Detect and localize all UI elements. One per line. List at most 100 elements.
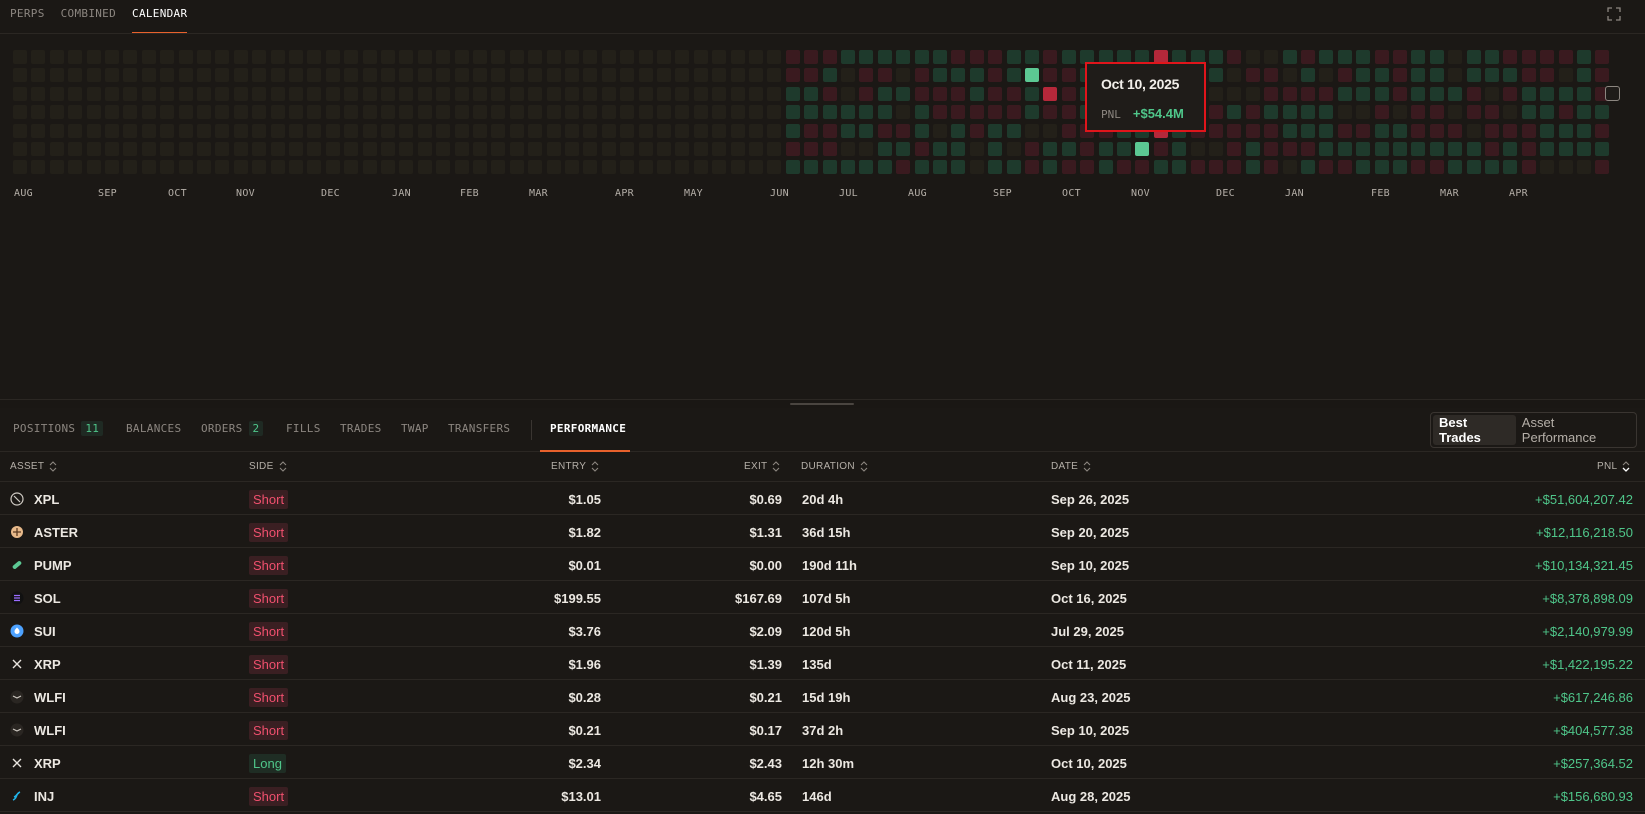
calendar-day-cell[interactable]: [785, 68, 800, 83]
calendar-day-cell[interactable]: [141, 68, 156, 83]
calendar-day-cell[interactable]: [951, 86, 966, 101]
calendar-day-cell[interactable]: [620, 123, 635, 138]
calendar-day-cell[interactable]: [86, 142, 101, 156]
calendar-day-cell[interactable]: [620, 50, 635, 64]
calendar-day-cell[interactable]: [68, 105, 83, 120]
calendar-day-cell[interactable]: [841, 68, 855, 83]
calendar-day-cell[interactable]: [31, 160, 46, 175]
calendar-day-cell[interactable]: [13, 50, 27, 64]
calendar-day-cell[interactable]: [252, 123, 267, 138]
calendar-day-cell[interactable]: [1227, 68, 1242, 83]
calendar-day-cell[interactable]: [362, 86, 377, 101]
calendar-day-cell[interactable]: [1337, 105, 1352, 120]
calendar-day-cell[interactable]: [1061, 123, 1076, 138]
calendar-day-cell[interactable]: [1043, 86, 1058, 101]
calendar-day-cell[interactable]: [270, 105, 285, 120]
calendar-day-cell[interactable]: [1374, 160, 1389, 175]
calendar-day-cell[interactable]: [160, 86, 175, 101]
table-row[interactable]: SUI Short $3.76 $2.09 120d 5h Jul 29, 2025 +$2…: [0, 614, 1645, 647]
calendar-day-cell[interactable]: [1374, 86, 1389, 101]
calendar-day-cell[interactable]: [1577, 142, 1591, 156]
calendar-day-cell[interactable]: [1595, 50, 1610, 64]
calendar-day-cell[interactable]: [344, 160, 359, 175]
calendar-day-cell[interactable]: [1282, 142, 1297, 156]
calendar-day-cell[interactable]: [325, 142, 340, 156]
calendar-day-cell[interactable]: [528, 86, 543, 101]
calendar-day-cell[interactable]: [105, 68, 119, 83]
calendar-day-cell[interactable]: [914, 86, 929, 101]
calendar-day-cell[interactable]: [693, 50, 708, 64]
calendar-day-cell[interactable]: [1356, 142, 1371, 156]
calendar-day-cell[interactable]: [270, 68, 285, 83]
calendar-day-cell[interactable]: [1172, 50, 1187, 64]
calendar-day-cell[interactable]: [583, 160, 598, 175]
calendar-day-cell[interactable]: [31, 68, 46, 83]
calendar-day-cell[interactable]: [528, 105, 543, 120]
calendar-day-cell[interactable]: [822, 123, 837, 138]
calendar-day-cell[interactable]: [1043, 123, 1058, 138]
calendar-day-cell[interactable]: [712, 68, 727, 83]
calendar-day-cell[interactable]: [1301, 160, 1315, 175]
calendar-day-cell[interactable]: [1540, 123, 1555, 138]
calendar-day-cell[interactable]: [1448, 50, 1463, 64]
calendar-day-cell[interactable]: [13, 142, 27, 156]
calendar-day-cell[interactable]: [1393, 105, 1407, 120]
calendar-day-cell[interactable]: [546, 86, 561, 101]
calendar-day-cell[interactable]: [1411, 68, 1426, 83]
calendar-day-cell[interactable]: [914, 50, 929, 64]
calendar-day-cell[interactable]: [252, 68, 267, 83]
calendar-day-cell[interactable]: [417, 68, 432, 83]
calendar-day-cell[interactable]: [1264, 86, 1279, 101]
calendar-day-cell[interactable]: [473, 86, 487, 101]
calendar-day-cell[interactable]: [68, 68, 83, 83]
calendar-day-cell[interactable]: [141, 105, 156, 120]
calendar-day-cell[interactable]: [233, 68, 248, 83]
calendar-day-cell[interactable]: [1264, 105, 1279, 120]
calendar-day-cell[interactable]: [1227, 160, 1242, 175]
calendar-day-cell[interactable]: [436, 68, 451, 83]
calendar-day-cell[interactable]: [68, 142, 83, 156]
calendar-day-cell[interactable]: [859, 68, 874, 83]
calendar-day-cell[interactable]: [712, 123, 727, 138]
calendar-day-cell[interactable]: [436, 123, 451, 138]
calendar-day-cell[interactable]: [344, 105, 359, 120]
calendar-day-cell[interactable]: [785, 123, 800, 138]
calendar-day-cell[interactable]: [1025, 123, 1039, 138]
calendar-day-cell[interactable]: [381, 105, 395, 120]
calendar-day-cell[interactable]: [509, 86, 524, 101]
calendar-day-cell[interactable]: [178, 142, 193, 156]
calendar-day-cell[interactable]: [86, 105, 101, 120]
calendar-day-cell[interactable]: [749, 123, 763, 138]
calendar-day-cell[interactable]: [215, 105, 230, 120]
calendar-day-cell[interactable]: [969, 142, 984, 156]
calendar-day-cell[interactable]: [1558, 123, 1573, 138]
calendar-day-cell[interactable]: [1025, 50, 1039, 64]
calendar-day-cell[interactable]: [307, 50, 322, 64]
calendar-day-cell[interactable]: [859, 160, 874, 175]
calendar-day-cell[interactable]: [822, 105, 837, 120]
calendar-day-cell[interactable]: [1466, 105, 1481, 120]
calendar-day-cell[interactable]: [215, 68, 230, 83]
calendar-day-cell[interactable]: [49, 50, 64, 64]
calendar-day-cell[interactable]: [491, 142, 506, 156]
tab-positions[interactable]: POSITIONS 11: [13, 421, 104, 436]
calendar-day-cell[interactable]: [141, 123, 156, 138]
calendar-day-cell[interactable]: [454, 142, 469, 156]
calendar-day-cell[interactable]: [13, 160, 27, 175]
calendar-day-cell[interactable]: [1356, 68, 1371, 83]
calendar-day-cell[interactable]: [178, 105, 193, 120]
table-row[interactable]: ASTER Short $1.82 $1.31 36d 15h Sep 20, 2025 +…: [0, 515, 1645, 548]
calendar-day-cell[interactable]: [601, 86, 616, 101]
calendar-day-cell[interactable]: [693, 160, 708, 175]
calendar-day-cell[interactable]: [1061, 105, 1076, 120]
calendar-day-cell[interactable]: [417, 123, 432, 138]
calendar-day-cell[interactable]: [252, 160, 267, 175]
calendar-day-cell[interactable]: [1356, 105, 1371, 120]
calendar-day-cell[interactable]: [675, 50, 690, 64]
calendar-day-cell[interactable]: [785, 50, 800, 64]
calendar-day-cell[interactable]: [877, 160, 892, 175]
calendar-day-cell[interactable]: [1558, 68, 1573, 83]
calendar-day-cell[interactable]: [1448, 123, 1463, 138]
calendar-day-cell[interactable]: [233, 123, 248, 138]
calendar-day-cell[interactable]: [86, 160, 101, 175]
